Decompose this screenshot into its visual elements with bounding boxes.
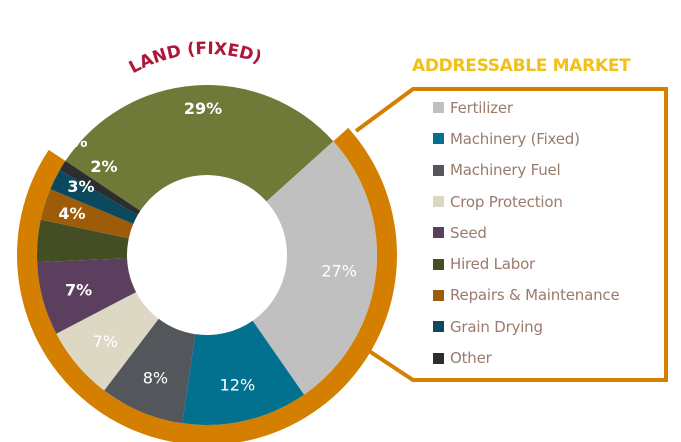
segment-hired-labor	[37, 219, 129, 263]
segment-seed	[37, 258, 137, 334]
legend-swatch	[433, 289, 444, 301]
donut-segments	[37, 84, 378, 426]
addressable-market-arc	[17, 127, 397, 442]
legend-swatch	[433, 321, 444, 333]
legend-label: Hired Labor	[450, 255, 536, 274]
segment-machinery-fixed	[182, 320, 305, 426]
legend-label: Repairs & Maintenance	[450, 286, 620, 305]
legend-swatch	[433, 133, 444, 145]
legend-swatch	[433, 164, 444, 176]
segment-machinery-fuel	[104, 318, 196, 424]
legend-swatch	[433, 227, 444, 239]
legend-label: Other	[450, 349, 492, 368]
addressable-market-title: ADDRESSABLE MARKET	[412, 56, 631, 76]
segment-labels: 29% 27% 12% 8% 7% 7% 4% 3%2%1%	[58, 99, 356, 394]
segment-value-label: 2%	[90, 157, 117, 176]
segment-value-label: 4%	[58, 204, 85, 223]
orange-ring-arc	[17, 127, 397, 442]
legend-item: Other	[433, 342, 619, 373]
segment-value-label: 12%	[220, 375, 256, 394]
segment-value-label: 3%	[67, 177, 94, 196]
legend: Fertilizer Machinery (Fixed) Machinery Fue…	[433, 92, 620, 374]
legend-label: Machinery (Fixed)	[450, 129, 580, 148]
segment-value-label: 7%	[93, 332, 118, 351]
legend-label: Fertilizer	[450, 98, 513, 117]
legend-swatch	[433, 196, 444, 208]
legend-item: Machinery Fuel	[433, 155, 619, 186]
segment-value-label: 8%	[143, 369, 168, 388]
segment-value-label: 1%	[60, 132, 87, 151]
legend-swatch	[433, 258, 444, 270]
segment-other	[59, 160, 141, 215]
legend-item: Repairs & Maintenance	[433, 280, 620, 311]
legend-item: Fertilizer	[433, 92, 619, 123]
legend-swatch	[433, 102, 444, 114]
land-fixed-label: LAND (FIXED)	[126, 39, 264, 78]
legend-swatch	[433, 352, 444, 364]
segment-land-fixed	[65, 84, 334, 211]
addressable-market-bracket	[354, 87, 668, 382]
legend-item: Seed	[433, 217, 619, 248]
legend-item: Crop Protection	[433, 186, 619, 217]
segment-fertilizer	[252, 141, 378, 395]
segment-repairs-maintenance	[40, 189, 134, 239]
legend-label: Machinery Fuel	[450, 161, 561, 180]
legend-label: Seed	[450, 223, 487, 242]
legend-item: Grain Drying	[433, 311, 619, 342]
legend-item: Machinery (Fixed)	[433, 123, 619, 154]
segment-grain-drying	[50, 170, 138, 224]
legend-item: Hired Labor	[433, 248, 619, 279]
legend-label: Crop Protection	[450, 192, 563, 211]
segment-crop-protection	[56, 292, 159, 391]
segment-value-label: 7%	[65, 280, 92, 299]
legend-label: Grain Drying	[450, 317, 543, 336]
segment-value-label: 27%	[321, 261, 357, 280]
segment-value-label: 29%	[184, 99, 222, 118]
